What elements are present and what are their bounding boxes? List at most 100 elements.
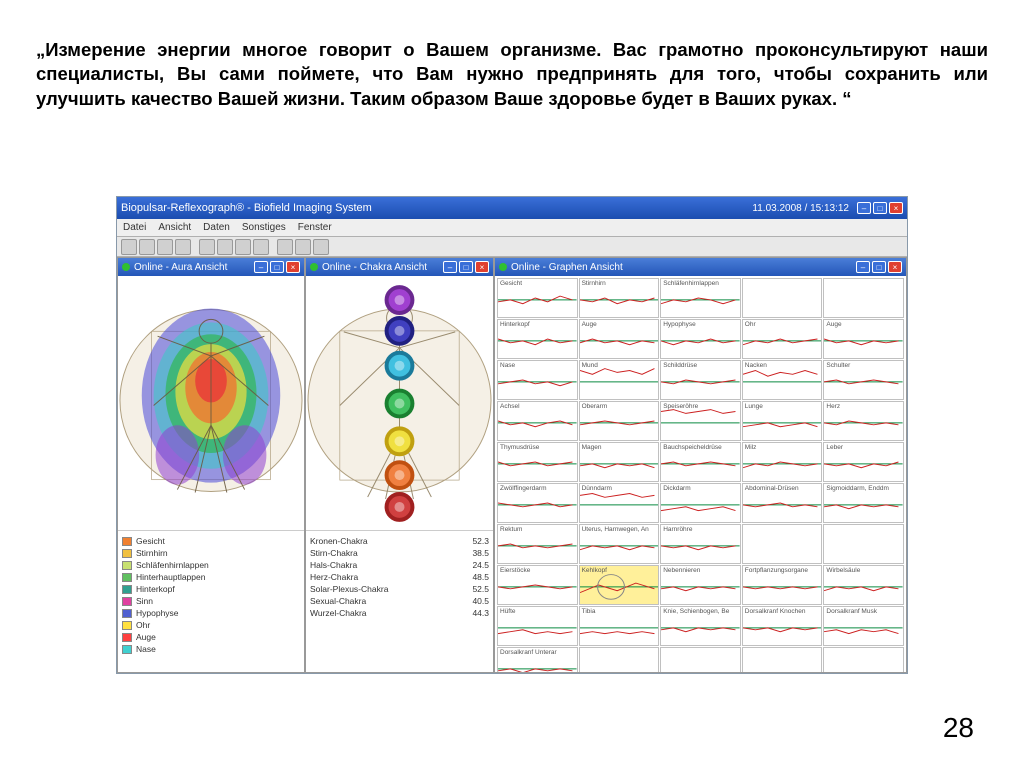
chart-cell[interactable] xyxy=(742,278,823,318)
chart-cell[interactable]: Sigmoiddarm, Enddm xyxy=(823,483,904,523)
chart-cell[interactable] xyxy=(742,524,823,564)
legend-row[interactable]: Schläfenhirnlappen xyxy=(122,559,300,571)
chart-cell[interactable]: Auge xyxy=(823,319,904,359)
chakra-list-row[interactable]: Wurzel-Chakra44.3 xyxy=(310,607,489,619)
menu-item[interactable]: Ansicht xyxy=(158,222,191,233)
chart-cell[interactable]: Wirbelsäule xyxy=(823,565,904,605)
legend-row[interactable]: Hinterhauptlappen xyxy=(122,571,300,583)
chart-cell[interactable] xyxy=(823,278,904,318)
toolbar-button[interactable] xyxy=(139,239,155,255)
toolbar-button[interactable] xyxy=(217,239,233,255)
chart-cell[interactable]: Dorsalkranf Musk xyxy=(823,606,904,646)
chart-cell[interactable]: Bauchspeicheldrüse xyxy=(660,442,741,482)
chart-cell[interactable] xyxy=(660,647,741,672)
app-titlebar[interactable]: Biopulsar-Reflexograph® - Biofield Imagi… xyxy=(117,197,907,219)
toolbar-button[interactable] xyxy=(199,239,215,255)
chart-cell[interactable]: Leber xyxy=(823,442,904,482)
chakra-list-row[interactable]: Sexual-Chakra40.5 xyxy=(310,595,489,607)
chart-cell[interactable]: Hinterkopf xyxy=(497,319,578,359)
menu-item[interactable]: Daten xyxy=(203,222,230,233)
chart-cell[interactable]: Speiseröhre xyxy=(660,401,741,441)
chart-cell[interactable] xyxy=(579,647,660,672)
menu-item[interactable]: Sonstiges xyxy=(242,222,286,233)
pane-close-icon[interactable]: × xyxy=(286,261,300,273)
pane-minimize-icon[interactable]: – xyxy=(443,261,457,273)
chart-cell[interactable] xyxy=(823,647,904,672)
chart-cell[interactable]: Hüfte xyxy=(497,606,578,646)
chart-cell[interactable]: Tibia xyxy=(579,606,660,646)
legend-row[interactable]: Hinterkopf xyxy=(122,583,300,595)
chart-cell[interactable]: Schulter xyxy=(823,360,904,400)
chart-cell[interactable]: Milz xyxy=(742,442,823,482)
toolbar-button[interactable] xyxy=(277,239,293,255)
chart-cell[interactable]: Herz xyxy=(823,401,904,441)
maximize-icon[interactable]: □ xyxy=(873,202,887,214)
pane-graphs-titlebar[interactable]: Online - Graphen Ansicht – □ × xyxy=(495,258,906,276)
chart-cell[interactable]: Dorsalkranf Unterar xyxy=(497,647,578,672)
minimize-icon[interactable]: – xyxy=(857,202,871,214)
toolbar-button[interactable] xyxy=(157,239,173,255)
chart-cell[interactable]: Knie, Schienbogen, Be xyxy=(660,606,741,646)
chart-cell[interactable] xyxy=(823,524,904,564)
pane-maximize-icon[interactable]: □ xyxy=(872,261,886,273)
chart-cell[interactable]: Kehlkopf xyxy=(579,565,660,605)
chart-cell[interactable]: Schläfenhirnlappen xyxy=(660,278,741,318)
pane-chakra-titlebar[interactable]: Online - Chakra Ansicht – □ × xyxy=(306,258,493,276)
chart-cell[interactable]: Dünndarm xyxy=(579,483,660,523)
legend-row[interactable]: Hypophyse xyxy=(122,607,300,619)
menu-item[interactable]: Datei xyxy=(123,222,146,233)
chart-cell[interactable]: Lunge xyxy=(742,401,823,441)
chakra-list-row[interactable]: Solar-Plexus-Chakra52.5 xyxy=(310,583,489,595)
toolbar-button[interactable] xyxy=(235,239,251,255)
chart-cell[interactable]: Nebennieren xyxy=(660,565,741,605)
toolbar-button[interactable] xyxy=(175,239,191,255)
chart-cell[interactable]: Eierstöcke xyxy=(497,565,578,605)
chart-cell[interactable]: Gesicht xyxy=(497,278,578,318)
close-icon[interactable]: × xyxy=(889,202,903,214)
chakra-list-row[interactable]: Herz-Chakra48.5 xyxy=(310,571,489,583)
pane-minimize-icon[interactable]: – xyxy=(856,261,870,273)
chart-cell[interactable]: Schilddrüse xyxy=(660,360,741,400)
chart-cell[interactable]: Dickdarm xyxy=(660,483,741,523)
legend-row[interactable]: Ohr xyxy=(122,619,300,631)
chart-cell[interactable]: Mund xyxy=(579,360,660,400)
toolbar-button[interactable] xyxy=(121,239,137,255)
pane-minimize-icon[interactable]: – xyxy=(254,261,268,273)
chart-cell[interactable]: Magen xyxy=(579,442,660,482)
toolbar-button[interactable] xyxy=(313,239,329,255)
chart-cell[interactable]: Harnröhre xyxy=(660,524,741,564)
chart-cell[interactable]: Auge xyxy=(579,319,660,359)
chart-cell[interactable]: Nase xyxy=(497,360,578,400)
chakra-list-row[interactable]: Kronen-Chakra52.3 xyxy=(310,535,489,547)
chart-cell[interactable]: Oberarm xyxy=(579,401,660,441)
chart-cell[interactable]: Nacken xyxy=(742,360,823,400)
chart-cell[interactable]: Dorsalkranf Knochen xyxy=(742,606,823,646)
chart-cell[interactable]: Abdominal-Drüsen xyxy=(742,483,823,523)
legend-row[interactable]: Sinn xyxy=(122,595,300,607)
chart-cell[interactable]: Thymusdrüse xyxy=(497,442,578,482)
chart-cell[interactable]: Hypophyse xyxy=(660,319,741,359)
chakra-list-row[interactable]: Stirn-Chakra38.5 xyxy=(310,547,489,559)
menu-item[interactable]: Fenster xyxy=(298,222,332,233)
chart-cell[interactable] xyxy=(742,647,823,672)
chart-cell[interactable]: Fortpflanzungsorgane xyxy=(742,565,823,605)
pane-maximize-icon[interactable]: □ xyxy=(459,261,473,273)
chart-cell[interactable]: Ohr xyxy=(742,319,823,359)
pane-maximize-icon[interactable]: □ xyxy=(270,261,284,273)
legend-row[interactable]: Stirnhirn xyxy=(122,547,300,559)
toolbar-button[interactable] xyxy=(253,239,269,255)
chakra-list-row[interactable]: Hals-Chakra24.5 xyxy=(310,559,489,571)
chart-cell[interactable]: Achsel xyxy=(497,401,578,441)
toolbar-button[interactable] xyxy=(295,239,311,255)
pane-close-icon[interactable]: × xyxy=(475,261,489,273)
chart-cell[interactable]: Rektum xyxy=(497,524,578,564)
chart-cell[interactable]: Zwölffingerdarm xyxy=(497,483,578,523)
pane-aura-titlebar[interactable]: Online - Aura Ansicht – □ × xyxy=(118,258,304,276)
legend-row[interactable]: Auge xyxy=(122,631,300,643)
legend-row[interactable]: Nase xyxy=(122,643,300,655)
legend-row[interactable]: Gesicht xyxy=(122,535,300,547)
chart-cell[interactable]: Uterus, Harnwegen, An xyxy=(579,524,660,564)
chart-cell[interactable]: Stirnhirn xyxy=(579,278,660,318)
legend-swatch xyxy=(122,561,132,570)
pane-close-icon[interactable]: × xyxy=(888,261,902,273)
